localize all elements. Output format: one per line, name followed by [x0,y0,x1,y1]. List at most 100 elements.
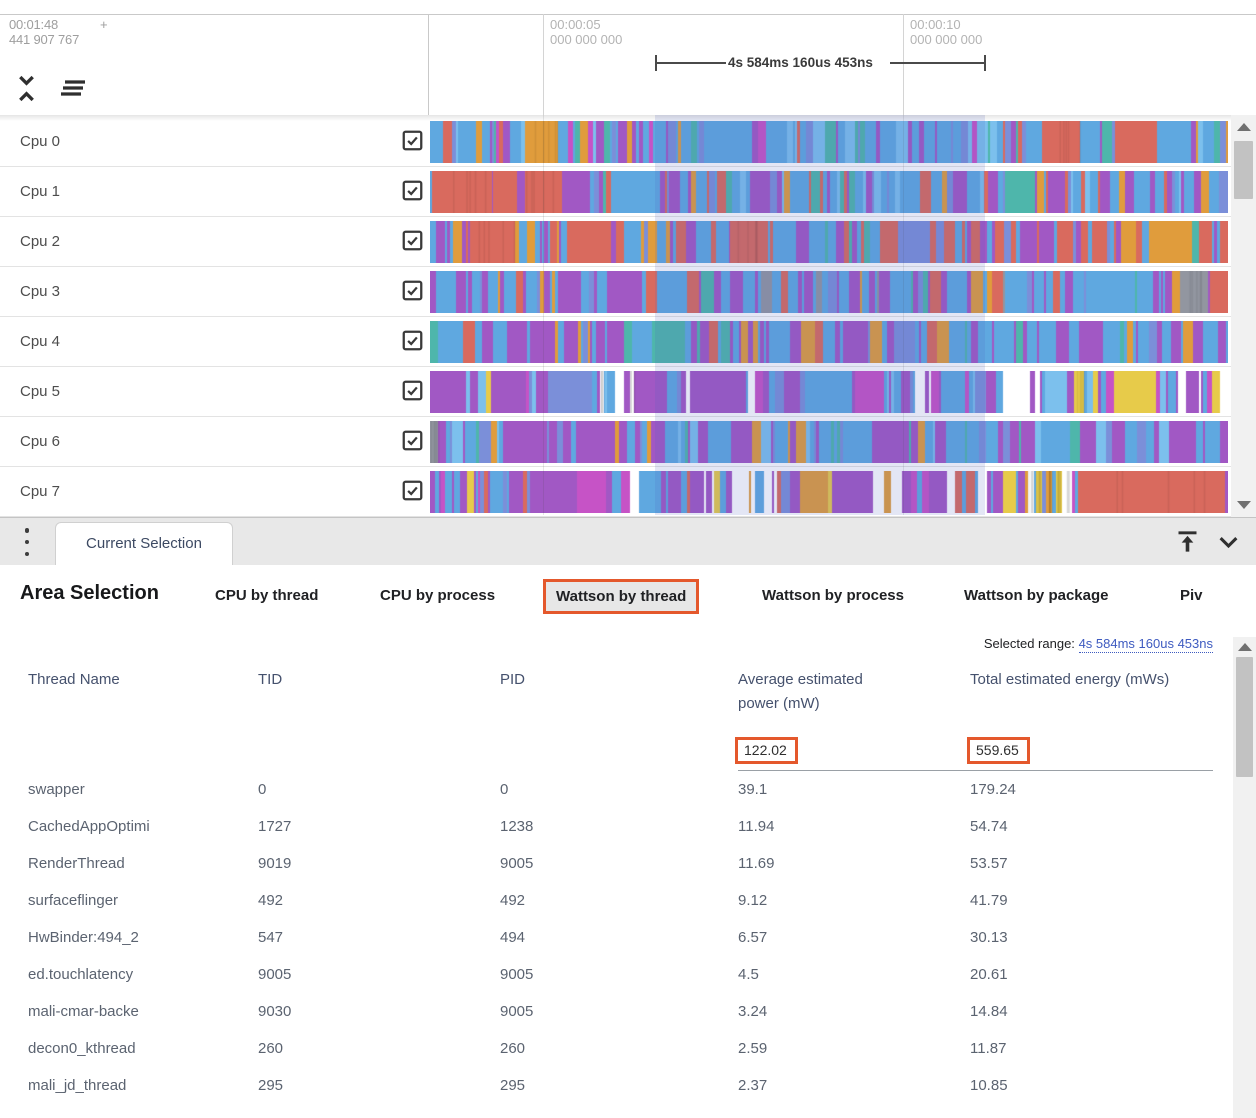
cpu-track-checkbox[interactable] [402,130,423,151]
cpu-scheduling-track[interactable] [430,171,1228,213]
cpu-track-checkbox[interactable] [402,180,423,201]
pid-cell: 295 [500,1077,526,1094]
panel-scrollbar[interactable] [1233,637,1256,1118]
cpu-track-row[interactable]: Cpu 5 [0,367,1231,417]
tracks-scroll-up-arrow[interactable] [1236,123,1251,131]
tracks-scrollbar[interactable] [1231,115,1256,517]
column-header-total-estimated-energy-mws-: Total estimated energy (mWs) [970,671,1170,688]
cpu-track-checkbox[interactable] [402,230,423,251]
cpu-track-checkbox[interactable] [402,430,423,451]
total-energy-cell: 179.24 [970,781,1016,798]
origin-time: 00:01:48 [9,17,59,32]
totals-underline [738,770,1213,771]
pid-cell: 0 [500,781,509,798]
cpu-track-checkbox[interactable] [402,480,423,501]
tab-cpu-by-thread[interactable]: CPU by thread [215,587,319,604]
selected-range: Selected range: 4s 584ms 160us 453ns [983,636,1213,653]
cpu-track-label: Cpu 7 [20,483,61,500]
selected-range-label: Selected range: [983,636,1075,651]
cpu-track-row[interactable]: Cpu 4 [0,317,1231,367]
total-energy-cell: 53.57 [970,855,1008,872]
ruler-top-border [0,14,1256,15]
thread-name-cell: ed.touchlatency [28,966,134,983]
measure-label: 4s 584ms 160us 453ns [728,55,873,70]
cpu-track-row[interactable]: Cpu 7 [0,467,1231,517]
avg-power-cell: 6.57 [738,929,768,946]
cpu-track-row[interactable]: Cpu 3 [0,267,1231,317]
panel-scroll-up-arrow[interactable] [1237,643,1252,651]
timeline-ruler: 00:01:48 441 907 767 + 00:00:05 000 000 … [0,0,1256,115]
measure-line-left [655,62,726,64]
tracks-scroll-down-arrow[interactable] [1236,501,1251,509]
cpu-track-row[interactable]: Cpu 1 [0,167,1231,217]
cpu-track-row[interactable]: Cpu 0 [0,117,1231,167]
cpu-scheduling-track[interactable] [430,271,1228,313]
table-row: ed.touchlatency 9005 9005 4.5 20.61 [28,966,1218,1003]
ruler-tick: 00:00:10 000 000 000 [903,14,982,115]
avg-power-cell: 3.24 [738,1003,768,1020]
tid-cell: 1727 [258,818,292,835]
cpu-scheduling-track[interactable] [430,221,1228,263]
total-energy-cell: 30.13 [970,929,1008,946]
column-header-pid: PID [500,671,526,688]
pid-cell: 9005 [500,1003,534,1020]
thread-name-cell: decon0_kthread [28,1040,136,1057]
ruler-tick: 00:00:05 000 000 000 [543,14,622,115]
cpu-scheduling-track[interactable] [430,371,1228,413]
tab-wattson-by-process[interactable]: Wattson by process [762,587,904,604]
tid-cell: 9005 [258,966,292,983]
cpu-track-label: Cpu 0 [20,133,61,150]
tick-label: 00:00:10 000 000 000 [910,17,983,47]
tab-wattson-by-package[interactable]: Wattson by package [964,587,1109,604]
total-energy-cell: 11.87 [970,1040,1007,1057]
table-row: surfaceflinger 492 492 9.12 41.79 [28,892,1218,929]
column-header-tid: TID [258,671,283,688]
total-energy-cell: 10.85 [970,1077,1008,1094]
avg-power-cell: 39.1 [738,781,768,798]
panel-title: Area Selection [20,582,159,604]
ruler-divider [428,14,429,115]
table-row: mali-cmar-backe 9030 9005 3.24 14.84 [28,1003,1218,1040]
column-header-average-estimated-power-mw-: Average estimated power (mW) [738,671,863,712]
total-energy-highlight: 559.65 [967,737,1030,764]
measure-right-cap [984,55,986,71]
cpu-track-checkbox[interactable] [402,280,423,301]
tid-cell: 0 [258,781,267,798]
cpu-scheduling-track[interactable] [430,321,1228,363]
tab-wattson-by-thread[interactable]: Wattson by thread [543,579,700,614]
table-row: swapper 0 0 39.1 179.24 [28,781,1218,818]
total-energy-cell: 41.79 [970,892,1008,909]
tid-cell: 295 [258,1077,284,1094]
chevron-down-icon[interactable] [1215,528,1242,555]
cpu-scheduling-track[interactable] [430,121,1228,163]
cpu-track-checkbox[interactable] [402,380,423,401]
panel-scrollbar-thumb[interactable] [1236,657,1253,777]
table-row: mali_jd_thread 295 295 2.37 10.85 [28,1077,1218,1114]
tab-piv[interactable]: Piv [1180,587,1203,604]
cpu-track-row[interactable]: Cpu 2 [0,217,1231,267]
pid-cell: 260 [500,1040,526,1057]
cpu-scheduling-track[interactable] [430,471,1228,513]
tab-current-selection[interactable]: Current Selection [55,522,233,566]
collapse-tracks-icon[interactable] [14,74,39,103]
tab-cpu-by-process[interactable]: CPU by process [380,587,496,604]
cpu-track-row[interactable]: Cpu 6 [0,417,1231,467]
cpu-track-label: Cpu 6 [20,433,61,450]
thread-name-cell: mali_jd_thread [28,1077,127,1094]
selected-range-value-link[interactable]: 4s 584ms 160us 453ns [1078,636,1213,653]
cpu-track-label: Cpu 5 [20,383,61,400]
thread-name-cell: CachedAppOptimi [28,818,150,835]
tid-cell: 9030 [258,1003,292,1020]
cpu-track-label: Cpu 3 [20,283,61,300]
panel-menu-kebab-icon[interactable] [20,528,34,556]
cpu-scheduling-track[interactable] [430,421,1228,463]
sort-tracks-icon[interactable] [55,76,87,102]
bottom-panel-tabbar: Current Selection [0,517,1256,566]
cpu-track-checkbox[interactable] [402,330,423,351]
measure-line-right [890,62,984,64]
expand-panel-icon[interactable] [1174,528,1201,555]
pid-cell: 9005 [500,855,534,872]
tracks-scrollbar-thumb[interactable] [1234,141,1253,199]
area-selection-panel: Area Selection CPU by thread CPU by proce… [0,565,1256,1118]
avg-power-cell: 2.59 [738,1040,768,1057]
